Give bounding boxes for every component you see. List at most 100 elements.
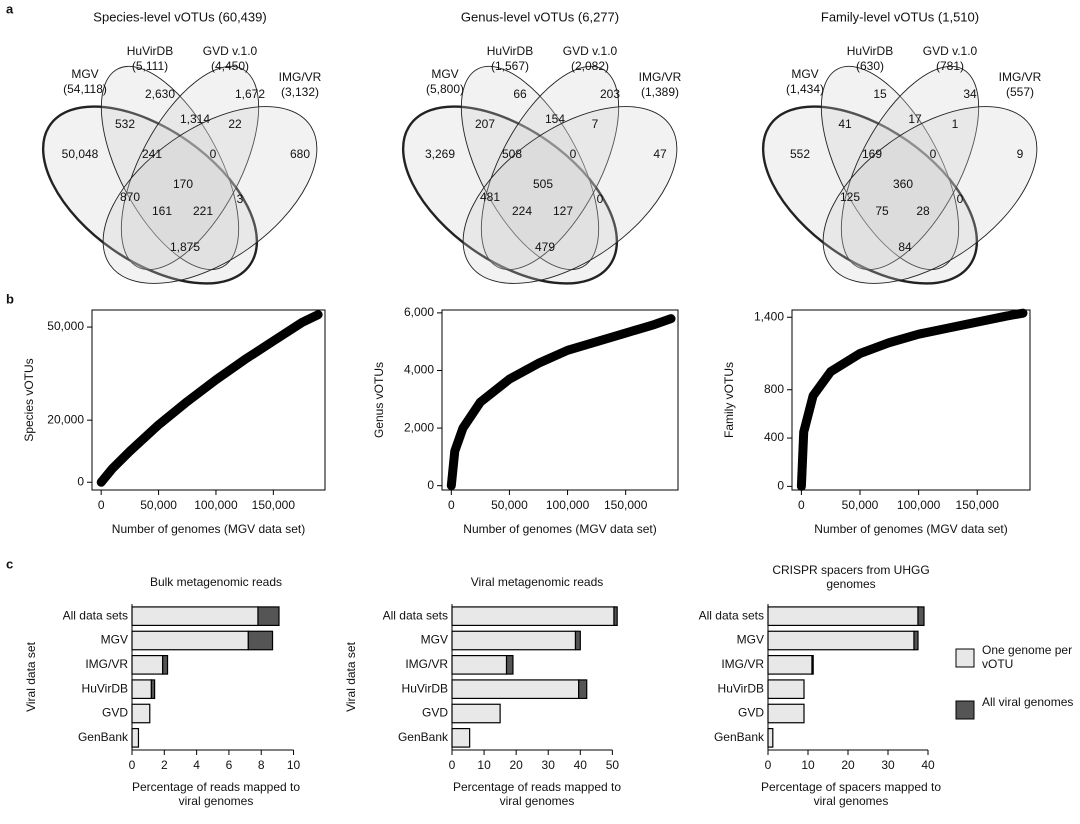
chart-title-box: Viral metagenomic reads <box>470 575 604 589</box>
venn-set <box>102 106 318 284</box>
y-tick-label: 0 <box>427 478 434 492</box>
panel-label: b <box>6 291 14 306</box>
venn-set <box>100 65 240 271</box>
region-label: 22 <box>228 117 242 131</box>
x-axis-label-box: Percentage of spacers mapped to viral ge… <box>761 780 941 808</box>
x-tick-label: 40 <box>921 758 935 772</box>
venn-set <box>120 65 260 271</box>
set-size: (781) <box>936 59 964 73</box>
set-name: IMG/VR <box>639 70 682 84</box>
y-tick-label: 800 <box>764 382 784 396</box>
venn-set <box>480 65 620 271</box>
category-label: All data sets <box>699 608 764 622</box>
curve <box>96 310 323 487</box>
region-label: 41 <box>838 117 852 131</box>
set-size: (5,800) <box>426 82 464 96</box>
y-tick-label: 50,000 <box>47 319 84 333</box>
x-tick-label: 8 <box>258 758 265 772</box>
venn-set <box>41 105 259 285</box>
x-tick-label: 6 <box>226 758 233 772</box>
bar-segment <box>574 630 581 651</box>
category-label: GenBank <box>78 730 129 744</box>
bar-segment <box>162 654 169 675</box>
bar-segment <box>767 606 919 627</box>
region-label: 66 <box>513 87 527 101</box>
x-axis-label: Number of genomes (MGV data set) <box>463 522 656 536</box>
category-label: IMG/VR <box>405 657 448 671</box>
bar-segment <box>131 727 140 748</box>
x-tick-label: 100,000 <box>194 498 238 512</box>
x-tick-label: 50,000 <box>140 498 177 512</box>
category-label: All data sets <box>383 608 448 622</box>
region-label: 532 <box>115 117 135 131</box>
panel-label: a <box>6 1 14 16</box>
bar-segment <box>131 606 259 627</box>
legend-swatch <box>955 700 975 720</box>
venn-title: Family-level vOTUs (1,510) <box>821 9 979 24</box>
curve <box>796 308 1028 491</box>
y-tick-label: 400 <box>764 430 784 444</box>
region-label: 84 <box>898 240 912 254</box>
x-tick-label: 30 <box>542 758 556 772</box>
set-name: MGV <box>71 67 98 81</box>
bar-segment <box>131 703 151 724</box>
bar-segment <box>578 679 588 700</box>
x-tick-label: 20 <box>841 758 855 772</box>
region-label: 680 <box>290 147 310 161</box>
set-name: HuVirDB <box>487 44 533 58</box>
x-axis-label-box: Percentage of reads mapped to viral geno… <box>453 780 621 808</box>
category-label: IMG/VR <box>85 657 128 671</box>
x-tick-label: 150,000 <box>956 498 1000 512</box>
region-label: 28 <box>916 204 930 218</box>
region-label: 505 <box>533 177 553 191</box>
region-label: 2,630 <box>145 87 175 101</box>
bar-segment <box>767 630 915 651</box>
region-label: 221 <box>193 204 213 218</box>
region-label: 870 <box>120 190 140 204</box>
set-size: (630) <box>856 59 884 73</box>
chart-title: Viral metagenomic reads <box>470 575 604 589</box>
chart-title-box: Bulk metagenomic reads <box>150 575 282 589</box>
panel-label: c <box>6 556 13 571</box>
y-axis-label: Species vOTUs <box>22 358 36 441</box>
set-size: (2,082) <box>571 59 609 73</box>
bar-segment <box>917 606 925 627</box>
x-tick-label: 30 <box>881 758 895 772</box>
bar-segment <box>613 606 618 627</box>
x-tick-label: 150,000 <box>604 498 648 512</box>
set-name: GVD v.1.0 <box>923 44 978 58</box>
region-label: 9 <box>1017 147 1024 161</box>
legend-label: One genome per vOTU <box>982 643 1073 671</box>
x-tick-label: 0 <box>448 498 455 512</box>
venn-title: Genus-level vOTUs (6,277) <box>461 9 619 24</box>
x-tick-label: 10 <box>477 758 491 772</box>
x-tick-label: 20 <box>509 758 523 772</box>
chart-title-box: CRISPR spacers from UHGG genomes <box>772 563 929 591</box>
bar-segment <box>451 606 615 627</box>
region-label: 34 <box>963 87 977 101</box>
set-name: IMG/VR <box>999 70 1042 84</box>
set-size: (557) <box>1006 85 1034 99</box>
venn-set <box>820 65 960 271</box>
category-label: GenBank <box>398 730 449 744</box>
bar-segment <box>257 606 280 627</box>
region-label: 360 <box>893 177 913 191</box>
set-name: MGV <box>431 67 458 81</box>
legend-label-box: All viral genomes <box>982 695 1073 709</box>
x-axis-label: Number of genomes (MGV data set) <box>814 522 1007 536</box>
x-tick-label: 0 <box>798 498 805 512</box>
y-axis-label: Genus vOTUs <box>372 362 386 438</box>
region-label: 207 <box>475 117 495 131</box>
category-label: MGV <box>737 633 764 647</box>
region-label: 0 <box>930 147 937 161</box>
bar-segment <box>451 679 580 700</box>
region-label: 170 <box>173 177 193 191</box>
venn-title: Species-level vOTUs (60,439) <box>93 9 266 24</box>
bar-segment <box>505 654 514 675</box>
bar-segment <box>131 630 249 651</box>
x-axis-label: Number of genomes (MGV data set) <box>112 522 305 536</box>
x-tick-label: 50,000 <box>491 498 528 512</box>
region-label: 0 <box>597 192 604 206</box>
region-label: 75 <box>875 204 889 218</box>
region-label: 0 <box>957 192 964 206</box>
